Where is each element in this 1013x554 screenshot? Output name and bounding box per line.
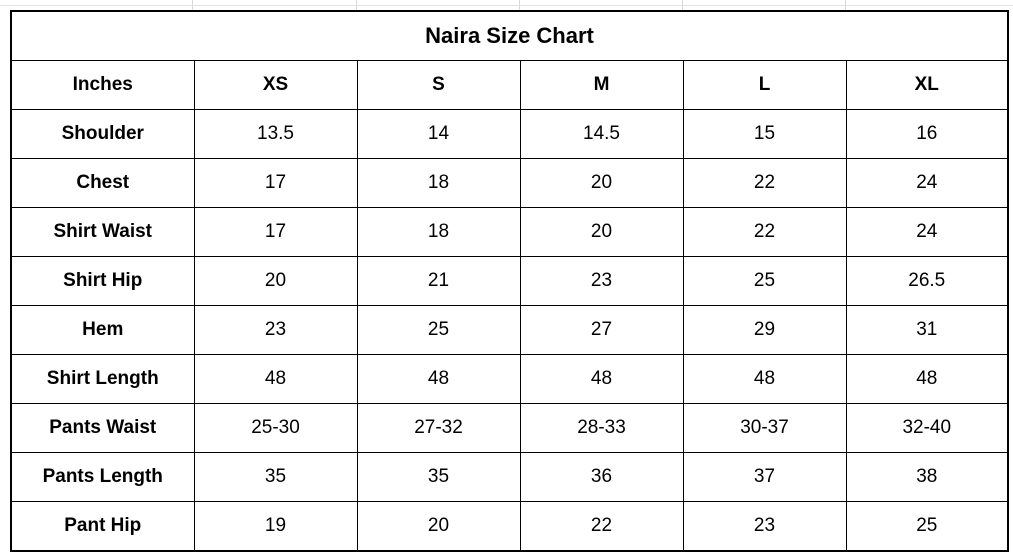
measurement-value: 25 (845, 501, 1009, 552)
measurement-value: 22 (519, 501, 684, 552)
measurement-value: 31 (845, 305, 1009, 355)
chart-title: Naira Size Chart (10, 10, 1009, 61)
measurement-value: 26.5 (845, 256, 1009, 306)
table-row: Pant Hip 19 20 22 23 25 (10, 501, 1009, 552)
measurement-value: 20 (193, 256, 358, 306)
measurement-label: Pant Hip (10, 501, 195, 552)
measurement-label: Shirt Waist (10, 207, 195, 257)
measurement-label: Pants Waist (10, 403, 195, 453)
measurement-value: 23 (193, 305, 358, 355)
table-row: Chest 17 18 20 22 24 (10, 158, 1009, 208)
measurement-value: 32-40 (845, 403, 1009, 453)
measurement-value: 16 (845, 109, 1009, 159)
size-header-m: M (519, 60, 684, 110)
table-row: Shoulder 13.5 14 14.5 15 16 (10, 109, 1009, 159)
measurement-value: 38 (845, 452, 1009, 502)
measurement-value: 48 (356, 354, 521, 404)
measurement-value: 27 (519, 305, 684, 355)
measurement-value: 13.5 (193, 109, 358, 159)
measurement-value: 23 (519, 256, 684, 306)
measurement-value: 14 (356, 109, 521, 159)
measurement-value: 17 (193, 207, 358, 257)
measurement-value: 19 (193, 501, 358, 552)
measurement-value: 25-30 (193, 403, 358, 453)
measurement-value: 48 (193, 354, 358, 404)
title-row: Naira Size Chart (10, 10, 1009, 61)
measurement-value: 23 (682, 501, 847, 552)
header-row: Inches XS S M L XL (10, 60, 1009, 110)
measurement-value: 17 (193, 158, 358, 208)
measurement-label: Shirt Length (10, 354, 195, 404)
measurement-value: 18 (356, 207, 521, 257)
measurement-value: 21 (356, 256, 521, 306)
measurement-value: 27-32 (356, 403, 521, 453)
size-header-s: S (356, 60, 521, 110)
measurement-value: 30-37 (682, 403, 847, 453)
measurement-value: 36 (519, 452, 684, 502)
measurement-label: Hem (10, 305, 195, 355)
measurement-label: Shoulder (10, 109, 195, 159)
measurement-value: 35 (356, 452, 521, 502)
table-row: Shirt Waist 17 18 20 22 24 (10, 207, 1009, 257)
spreadsheet-gridlines (0, 0, 1013, 10)
measurement-value: 35 (193, 452, 358, 502)
unit-header: Inches (10, 60, 195, 110)
measurement-label: Chest (10, 158, 195, 208)
measurement-value: 25 (682, 256, 847, 306)
measurement-value: 18 (356, 158, 521, 208)
table-row: Pants Waist 25-30 27-32 28-33 30-37 32-40 (10, 403, 1009, 453)
measurement-value: 37 (682, 452, 847, 502)
measurement-value: 29 (682, 305, 847, 355)
measurement-value: 20 (356, 501, 521, 552)
measurement-value: 48 (519, 354, 684, 404)
measurement-value: 15 (682, 109, 847, 159)
measurement-value: 24 (845, 207, 1009, 257)
measurement-value: 48 (845, 354, 1009, 404)
size-chart-table: Naira Size Chart Inches XS S M L XL Shou… (10, 10, 1010, 552)
measurement-value: 22 (682, 158, 847, 208)
table-row: Hem 23 25 27 29 31 (10, 305, 1009, 355)
measurement-label: Pants Length (10, 452, 195, 502)
measurement-value: 22 (682, 207, 847, 257)
measurement-value: 25 (356, 305, 521, 355)
measurement-value: 28-33 (519, 403, 684, 453)
size-header-xs: XS (193, 60, 358, 110)
measurement-value: 20 (519, 158, 684, 208)
size-header-xl: XL (845, 60, 1009, 110)
size-header-l: L (682, 60, 847, 110)
measurement-value: 14.5 (519, 109, 684, 159)
measurement-value: 24 (845, 158, 1009, 208)
table-row: Pants Length 35 35 36 37 38 (10, 452, 1009, 502)
table-row: Shirt Hip 20 21 23 25 26.5 (10, 256, 1009, 306)
table-row: Shirt Length 48 48 48 48 48 (10, 354, 1009, 404)
measurement-value: 20 (519, 207, 684, 257)
measurement-label: Shirt Hip (10, 256, 195, 306)
measurement-value: 48 (682, 354, 847, 404)
